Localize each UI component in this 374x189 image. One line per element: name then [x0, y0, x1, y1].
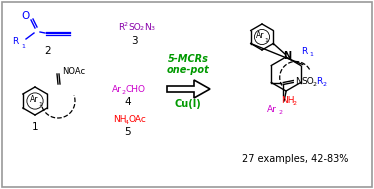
Text: 2: 2: [122, 90, 126, 94]
Text: 2: 2: [279, 109, 283, 115]
Text: 2: 2: [140, 26, 144, 32]
Text: 1: 1: [21, 44, 25, 49]
Text: NH: NH: [113, 115, 126, 123]
Text: one-pot: one-pot: [167, 65, 209, 75]
Text: NH: NH: [281, 96, 295, 105]
FancyBboxPatch shape: [2, 2, 372, 187]
Text: Ar: Ar: [256, 32, 264, 40]
Text: CHO: CHO: [126, 84, 146, 94]
Text: 3: 3: [131, 36, 137, 46]
Text: Cu(I): Cu(I): [175, 99, 201, 109]
Text: N: N: [295, 77, 302, 86]
Text: Ar: Ar: [267, 105, 277, 114]
Text: Ar: Ar: [112, 84, 122, 94]
Text: 5: 5: [125, 127, 131, 137]
Text: 5-MCRs: 5-MCRs: [168, 54, 208, 64]
Text: 2: 2: [322, 81, 326, 87]
Text: R: R: [118, 22, 124, 32]
Text: SO: SO: [301, 77, 314, 86]
Text: N: N: [283, 51, 291, 61]
Text: R: R: [301, 47, 307, 57]
Text: 2: 2: [312, 81, 316, 87]
Text: Ar: Ar: [30, 95, 38, 105]
Text: 4: 4: [125, 97, 131, 107]
Text: R: R: [12, 36, 18, 46]
Text: R: R: [316, 77, 322, 86]
Text: 3: 3: [151, 26, 155, 32]
Text: 2: 2: [124, 22, 128, 28]
Text: 1: 1: [309, 53, 313, 57]
Text: 27 examples, 42-83%: 27 examples, 42-83%: [242, 154, 348, 164]
Text: OAc: OAc: [129, 115, 147, 123]
Text: SO: SO: [128, 22, 141, 32]
Text: 1: 1: [32, 122, 38, 132]
Text: 1: 1: [264, 37, 268, 43]
Text: 2: 2: [45, 46, 51, 56]
Text: 2: 2: [292, 101, 296, 106]
Text: O: O: [22, 11, 30, 21]
Text: N: N: [144, 22, 151, 32]
FancyArrow shape: [167, 80, 210, 98]
Text: 1: 1: [38, 101, 42, 106]
Text: NOAc: NOAc: [62, 67, 85, 77]
Text: 4: 4: [125, 119, 129, 125]
